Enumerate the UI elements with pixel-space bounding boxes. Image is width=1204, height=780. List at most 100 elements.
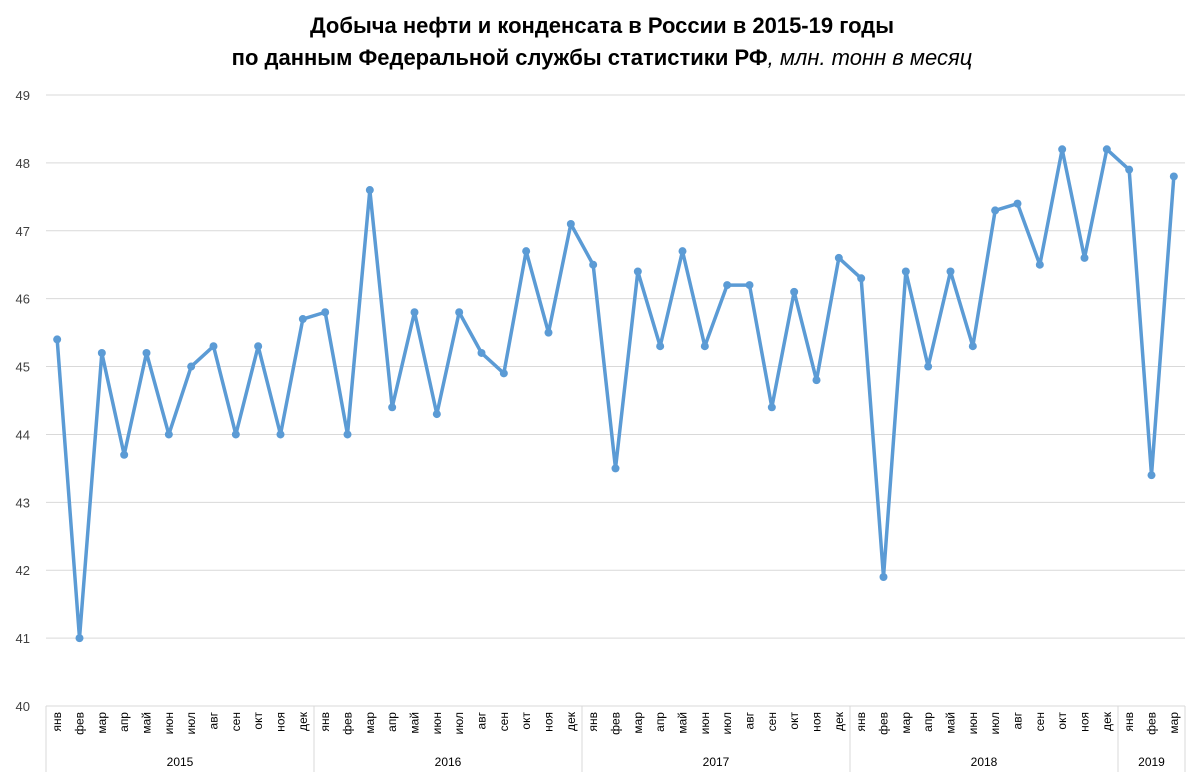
data-point	[767, 403, 776, 412]
x-tick-label: июл	[988, 712, 1002, 734]
data-point	[656, 342, 665, 351]
series-line	[55, 147, 1176, 640]
y-tick-label: 46	[16, 292, 30, 307]
x-tick-label: июн	[430, 712, 444, 734]
data-point	[321, 308, 330, 317]
x-tick-label: янв	[50, 712, 64, 732]
x-tick-label: фев	[341, 712, 355, 735]
data-point	[276, 430, 285, 439]
data-point	[187, 362, 196, 371]
data-point	[254, 342, 263, 351]
x-tick-label: май	[676, 712, 690, 734]
data-point	[991, 206, 1000, 215]
data-point	[723, 281, 732, 290]
x-tick-label: окт	[1055, 712, 1069, 730]
x-tick-label: янв	[1122, 712, 1136, 732]
y-tick-label: 40	[16, 699, 30, 714]
year-label: 2019	[1138, 755, 1165, 769]
data-point	[455, 308, 464, 317]
data-point	[633, 267, 642, 276]
year-label: 2017	[703, 755, 730, 769]
data-point	[1169, 172, 1178, 181]
x-tick-label: окт	[519, 712, 533, 730]
data-point	[589, 260, 598, 269]
x-tick-label: ноя	[274, 712, 288, 732]
x-tick-label: июн	[966, 712, 980, 734]
data-point	[968, 342, 977, 351]
x-tick-label: дек	[296, 711, 310, 731]
x-tick-label: мар	[1167, 712, 1181, 734]
y-tick-label: 45	[16, 360, 30, 375]
data-point	[142, 348, 151, 357]
data-point	[1125, 165, 1134, 174]
x-tick-label: май	[140, 712, 154, 734]
x-tick-label: авг	[475, 711, 489, 729]
x-tick-label: мар	[363, 712, 377, 734]
x-tick-label: сен	[765, 712, 779, 731]
data-point	[75, 634, 84, 643]
data-point	[1147, 471, 1156, 480]
data-point	[209, 342, 218, 351]
data-point	[834, 253, 843, 262]
data-point	[365, 186, 374, 195]
data-point	[120, 450, 129, 459]
y-tick-label: 41	[16, 631, 30, 646]
data-point	[946, 267, 955, 276]
x-tick-label: авг	[743, 711, 757, 729]
data-point	[97, 348, 106, 357]
y-tick-label: 43	[16, 495, 30, 510]
data-point	[1102, 145, 1111, 154]
chart-title: Добыча нефти и конденсата в России в 201…	[0, 10, 1204, 74]
x-tick-label: июн	[162, 712, 176, 734]
title-line2-units: , млн. тонн в месяц	[767, 45, 973, 70]
x-tick-label: окт	[787, 712, 801, 730]
x-tick-label: апр	[921, 712, 935, 732]
x-tick-label: авг	[207, 711, 221, 729]
data-point	[790, 287, 799, 296]
data-point	[700, 342, 709, 351]
data-point	[164, 430, 173, 439]
year-label: 2015	[167, 755, 194, 769]
y-tick-label: 44	[16, 427, 30, 442]
x-tick-label: май	[408, 712, 422, 734]
data-point	[745, 281, 754, 290]
x-tick-label: авг	[1011, 711, 1025, 729]
x-tick-label: апр	[117, 712, 131, 732]
x-tick-label: сен	[1033, 712, 1047, 731]
data-point	[924, 362, 933, 371]
data-point	[388, 403, 397, 412]
data-point	[231, 430, 240, 439]
y-tick-label: 48	[16, 156, 30, 171]
data-point	[857, 274, 866, 283]
data-point	[1013, 199, 1022, 208]
data-point	[566, 219, 575, 228]
x-tick-label: ноя	[542, 712, 556, 732]
data-point	[522, 247, 531, 256]
data-point	[1058, 145, 1067, 154]
x-tick-label: фев	[877, 712, 891, 735]
data-point	[432, 410, 441, 419]
x-tick-label: фев	[1145, 712, 1159, 735]
data-point	[879, 573, 888, 582]
y-tick-label: 42	[16, 563, 30, 578]
x-tick-label: июн	[698, 712, 712, 734]
x-tick-label: дек	[1100, 711, 1114, 731]
data-point	[410, 308, 419, 317]
x-tick-label: сен	[229, 712, 243, 731]
x-tick-label: июл	[720, 712, 734, 734]
data-point	[678, 247, 687, 256]
title-line2-bold: по данным Федеральной службы статистики …	[231, 45, 768, 70]
data-point	[53, 335, 62, 344]
x-tick-label: июл	[452, 712, 466, 734]
x-tick-label: янв	[318, 712, 332, 732]
x-tick-label: фев	[73, 712, 87, 735]
x-tick-label: мар	[95, 712, 109, 734]
x-tick-label: янв	[586, 712, 600, 732]
data-point	[1035, 260, 1044, 269]
x-tick-label: ноя	[1078, 712, 1092, 732]
x-tick-label: дек	[832, 711, 846, 731]
data-point	[1080, 253, 1089, 262]
y-tick-label: 47	[16, 224, 30, 239]
year-label: 2018	[971, 755, 998, 769]
